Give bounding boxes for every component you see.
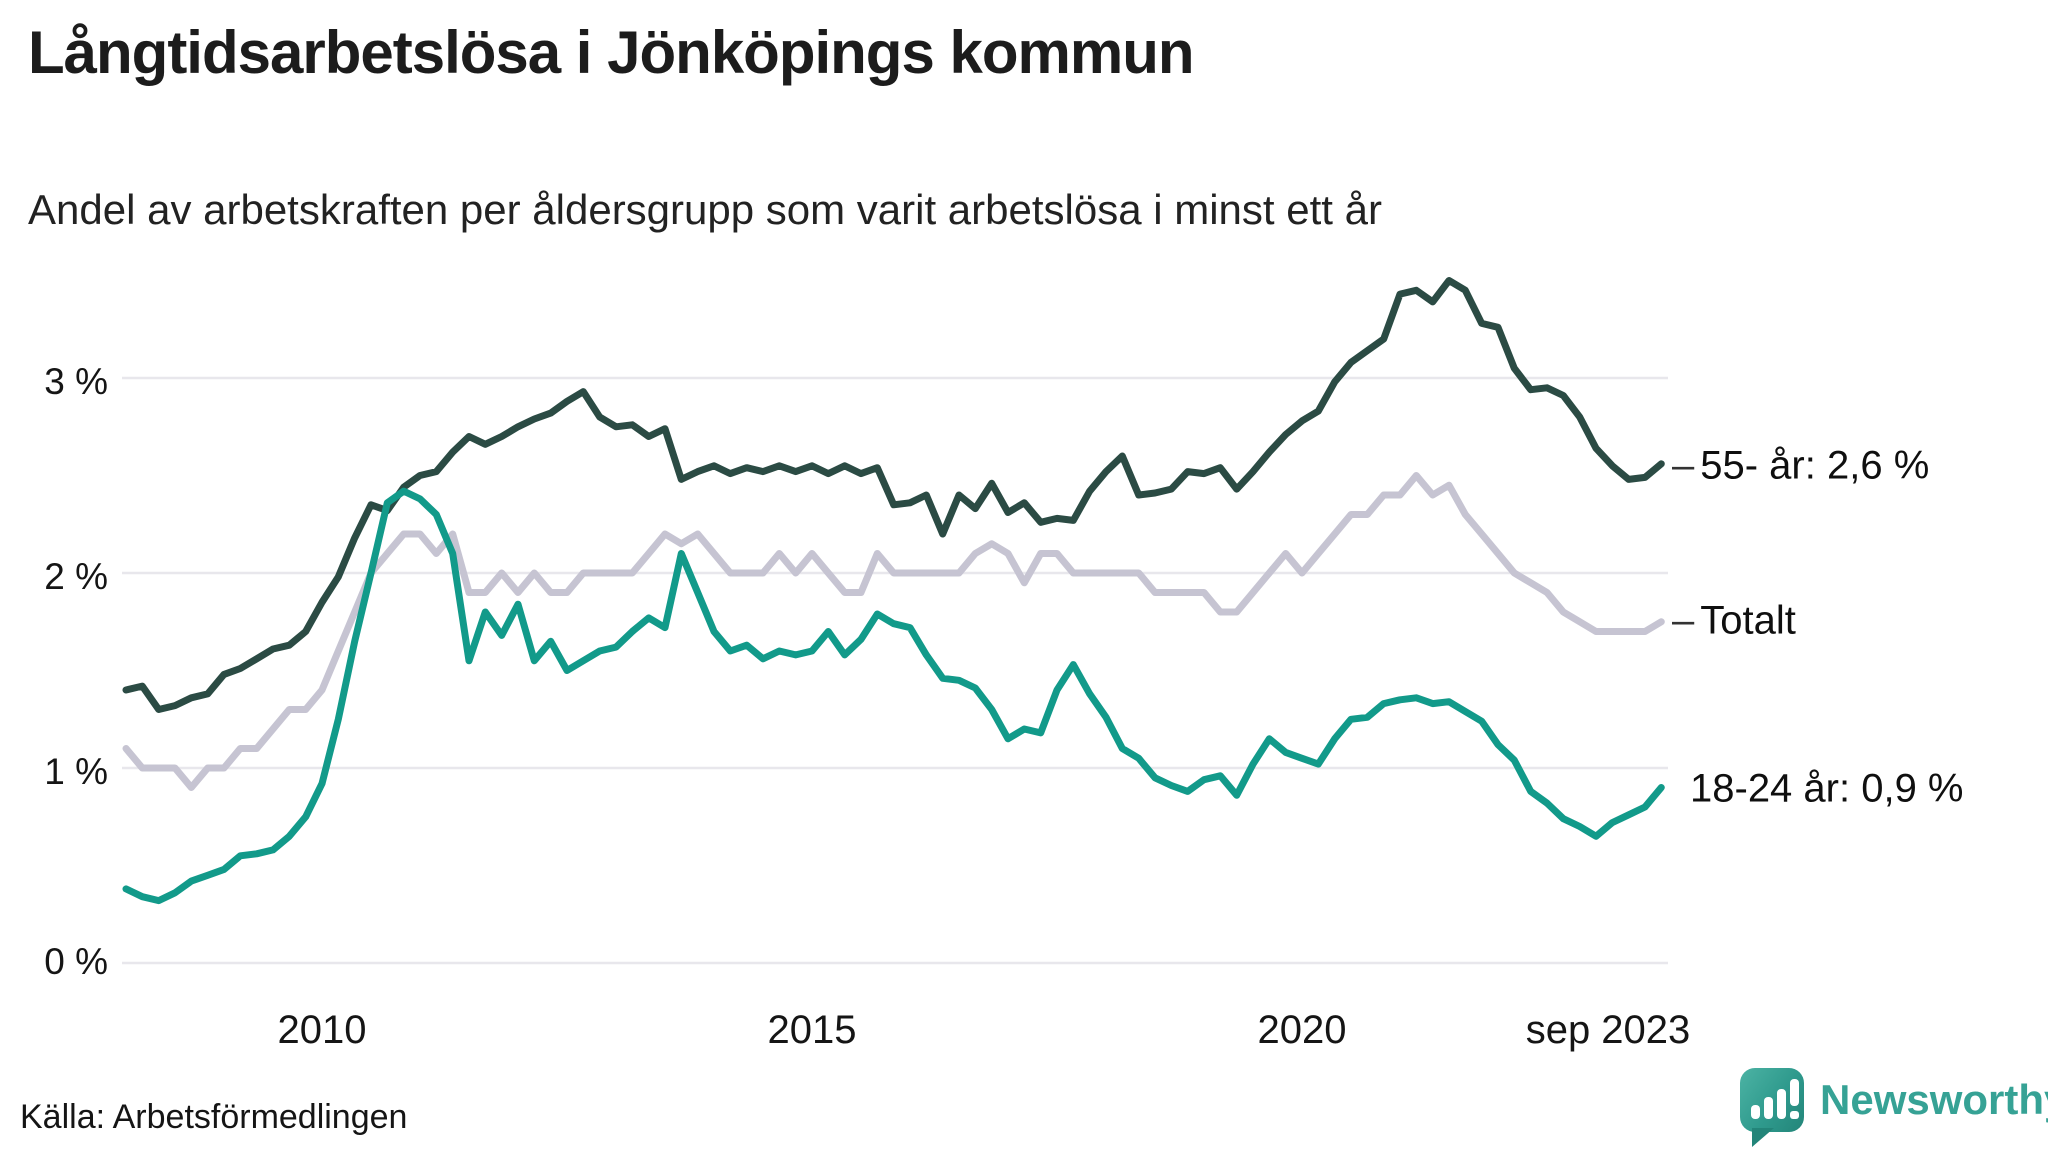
x-tick-sep-2023: sep 2023 [1525, 1008, 1691, 1052]
x-tick-2020: 2020 [1257, 1008, 1347, 1052]
chart-subtitle: Andel av arbetskraften per åldersgrupp s… [28, 186, 1382, 233]
series-label-totalt: – Totalt [1672, 598, 1796, 643]
y-tick-1: 1 % [44, 751, 108, 793]
label-connector-dash: – [1672, 598, 1695, 643]
series-label-18-24: 18-24 år: 0,9 % [1690, 766, 1964, 811]
bar-chart-icon [1751, 1105, 1760, 1119]
newsworthy-logo-icon [1740, 1068, 1804, 1147]
y-tick-3: 3 % [44, 361, 108, 403]
x-tick-2015: 2015 [767, 1008, 857, 1052]
newsworthy-logo: Newsworthy [1740, 1068, 2048, 1147]
series-line-55-r [122, 277, 1665, 713]
x-tick-2010: 2010 [277, 1008, 367, 1052]
series-line-18-24-r [122, 487, 1665, 905]
series-line-totalt [122, 472, 1665, 791]
source-note: Källa: Arbetsförmedlingen [20, 1098, 408, 1136]
speech-bubble-tail [1752, 1128, 1774, 1147]
y-tick-2: 2 % [44, 556, 108, 598]
exclamation-icon [1790, 1079, 1799, 1106]
bar-chart-icon [1777, 1089, 1786, 1119]
newsworthy-logo-text: Newsworthy [1820, 1076, 2048, 1123]
bar-chart-icon [1764, 1097, 1773, 1119]
label-connector-dash: – [1672, 443, 1695, 488]
y-tick-0: 0 % [44, 941, 108, 983]
page-title: Långtidsarbetslösa i Jönköpings kommun [28, 19, 1195, 86]
exclamation-icon-dot [1790, 1111, 1799, 1119]
series-label-55: –55- år: 2,6 % [1672, 443, 1930, 488]
